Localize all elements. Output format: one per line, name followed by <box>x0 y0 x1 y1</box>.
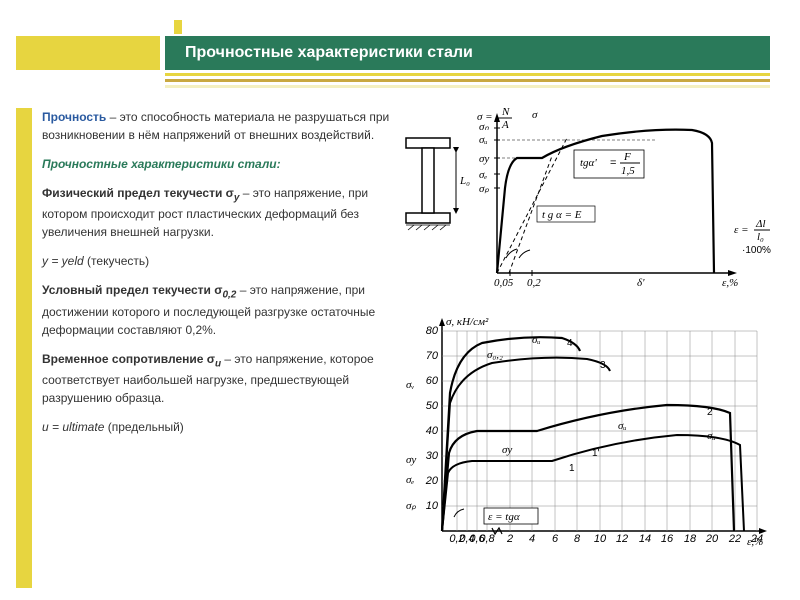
svg-text:σₚ: σₚ <box>406 500 416 512</box>
svg-text:20: 20 <box>425 475 439 487</box>
svg-text:l₀: l₀ <box>757 231 764 243</box>
svg-text:σy: σy <box>406 454 416 466</box>
ult-note-var: u = ultimate <box>42 420 104 434</box>
svg-text:t g α = E: t g α = E <box>542 209 582 221</box>
ult-note-rest: (предельный) <box>104 420 183 434</box>
svg-text:10: 10 <box>594 533 607 545</box>
svg-text:tgα': tgα' <box>580 157 597 169</box>
svg-text:F: F <box>623 151 631 163</box>
svg-text:σᵥ: σᵥ <box>406 379 415 391</box>
svg-text:=: = <box>610 157 616 169</box>
ult-term: Временное сопротивление σ <box>42 352 215 366</box>
svg-text:1': 1' <box>592 448 600 459</box>
svg-text:22: 22 <box>728 533 741 545</box>
header-bar: Прочностные характеристики стали <box>165 36 770 70</box>
svg-text:N: N <box>501 108 510 118</box>
svg-text:σₑ: σₑ <box>406 474 414 486</box>
header-accent-left-block <box>16 36 160 70</box>
svg-text:18: 18 <box>684 533 697 545</box>
svg-text:4: 4 <box>529 533 535 545</box>
svg-text:1,5: 1,5 <box>621 165 635 177</box>
cond-yield-sub: 0,2 <box>222 290 236 301</box>
svg-text:3: 3 <box>600 360 606 371</box>
svg-text:12: 12 <box>616 533 628 545</box>
svg-text:σ: σ <box>532 109 538 121</box>
ult-note: u = ultimate (предельный) <box>42 418 390 436</box>
phys-yield-paragraph: Физический предел текучести σy – это нап… <box>42 184 390 241</box>
svg-text:Δl: Δl <box>755 218 766 230</box>
svg-text:24: 24 <box>750 533 763 545</box>
svg-text:16: 16 <box>661 533 674 545</box>
svg-text:σy: σy <box>479 153 489 165</box>
svg-text:δ': δ' <box>637 277 645 289</box>
cond-yield-term: Условный предел текучести σ <box>42 283 222 297</box>
svg-text:1: 1 <box>569 463 575 474</box>
yield-note-rest: (текучесть) <box>84 254 149 268</box>
ult-paragraph: Временное сопротивление σu – это напряже… <box>42 350 390 407</box>
svg-text:0,8: 0,8 <box>479 533 495 545</box>
header-accent-top-block <box>174 20 182 34</box>
svg-text:σ₀,₂: σ₀,₂ <box>487 349 503 361</box>
svg-text:σ, кН/см²: σ, кН/см² <box>446 316 489 328</box>
svg-text:ε =: ε = <box>734 224 749 236</box>
svg-text:A: A <box>501 119 509 131</box>
phys-yield-term: Физический предел текучести σ <box>42 186 234 200</box>
content-area: Прочность – это способность материала не… <box>16 108 784 588</box>
svg-text:40: 40 <box>426 425 439 437</box>
svg-text:50: 50 <box>426 400 439 412</box>
svg-text:σᵤ: σᵤ <box>618 420 627 432</box>
term-prochnost: Прочность <box>42 110 106 124</box>
header-decor-lines <box>165 73 770 101</box>
svg-text:6: 6 <box>552 533 559 545</box>
svg-text:30: 30 <box>426 450 439 462</box>
svg-text:σₙ: σₙ <box>479 121 489 133</box>
top-stress-strain-diagram: σ = N A L₀ <box>402 108 782 303</box>
svg-text:σᵤ: σᵤ <box>479 134 488 146</box>
bottom-stress-strain-chart: σ, кН/см² ε,% 102030 405060 7080 σₚ σₑ σ… <box>402 313 782 563</box>
svg-text:80: 80 <box>426 325 439 337</box>
svg-text:10: 10 <box>426 500 439 512</box>
cond-yield-paragraph: Условный предел текучести σ0,2 – это нап… <box>42 281 390 338</box>
section-heading: Прочностные характеристики стали: <box>42 155 390 173</box>
ibeam-label: L₀ <box>459 175 470 187</box>
svg-text:σy: σy <box>502 444 512 456</box>
svg-text:·100%: ·100% <box>742 245 771 256</box>
left-sidebar-stripe <box>16 108 32 588</box>
svg-text:14: 14 <box>639 533 651 545</box>
svg-text:ε = tgα: ε = tgα <box>488 511 520 523</box>
definition-paragraph: Прочность – это способность материала не… <box>42 108 390 144</box>
svg-text:0,2: 0,2 <box>527 277 541 289</box>
svg-text:ε,%: ε,% <box>722 277 738 289</box>
text-column: Прочность – это способность материала не… <box>42 108 402 588</box>
figure-column: σ = N A L₀ <box>402 108 782 588</box>
yield-note: y = yeld (текучесть) <box>42 252 390 270</box>
svg-text:σₑ: σₑ <box>479 169 487 181</box>
page-title: Прочностные характеристики стали <box>185 44 473 62</box>
svg-text:4: 4 <box>567 338 573 349</box>
svg-text:60: 60 <box>426 375 439 387</box>
svg-text:2: 2 <box>506 533 513 545</box>
svg-text:σᵤ: σᵤ <box>707 430 716 442</box>
svg-text:8: 8 <box>574 533 581 545</box>
yield-note-var: y = yeld <box>42 254 84 268</box>
svg-text:σₚ: σₚ <box>479 183 489 195</box>
svg-text:0,05: 0,05 <box>494 277 514 289</box>
svg-text:70: 70 <box>426 350 439 362</box>
svg-text:20: 20 <box>705 533 719 545</box>
svg-text:σᵤ: σᵤ <box>532 334 541 346</box>
svg-text:2: 2 <box>707 407 713 418</box>
